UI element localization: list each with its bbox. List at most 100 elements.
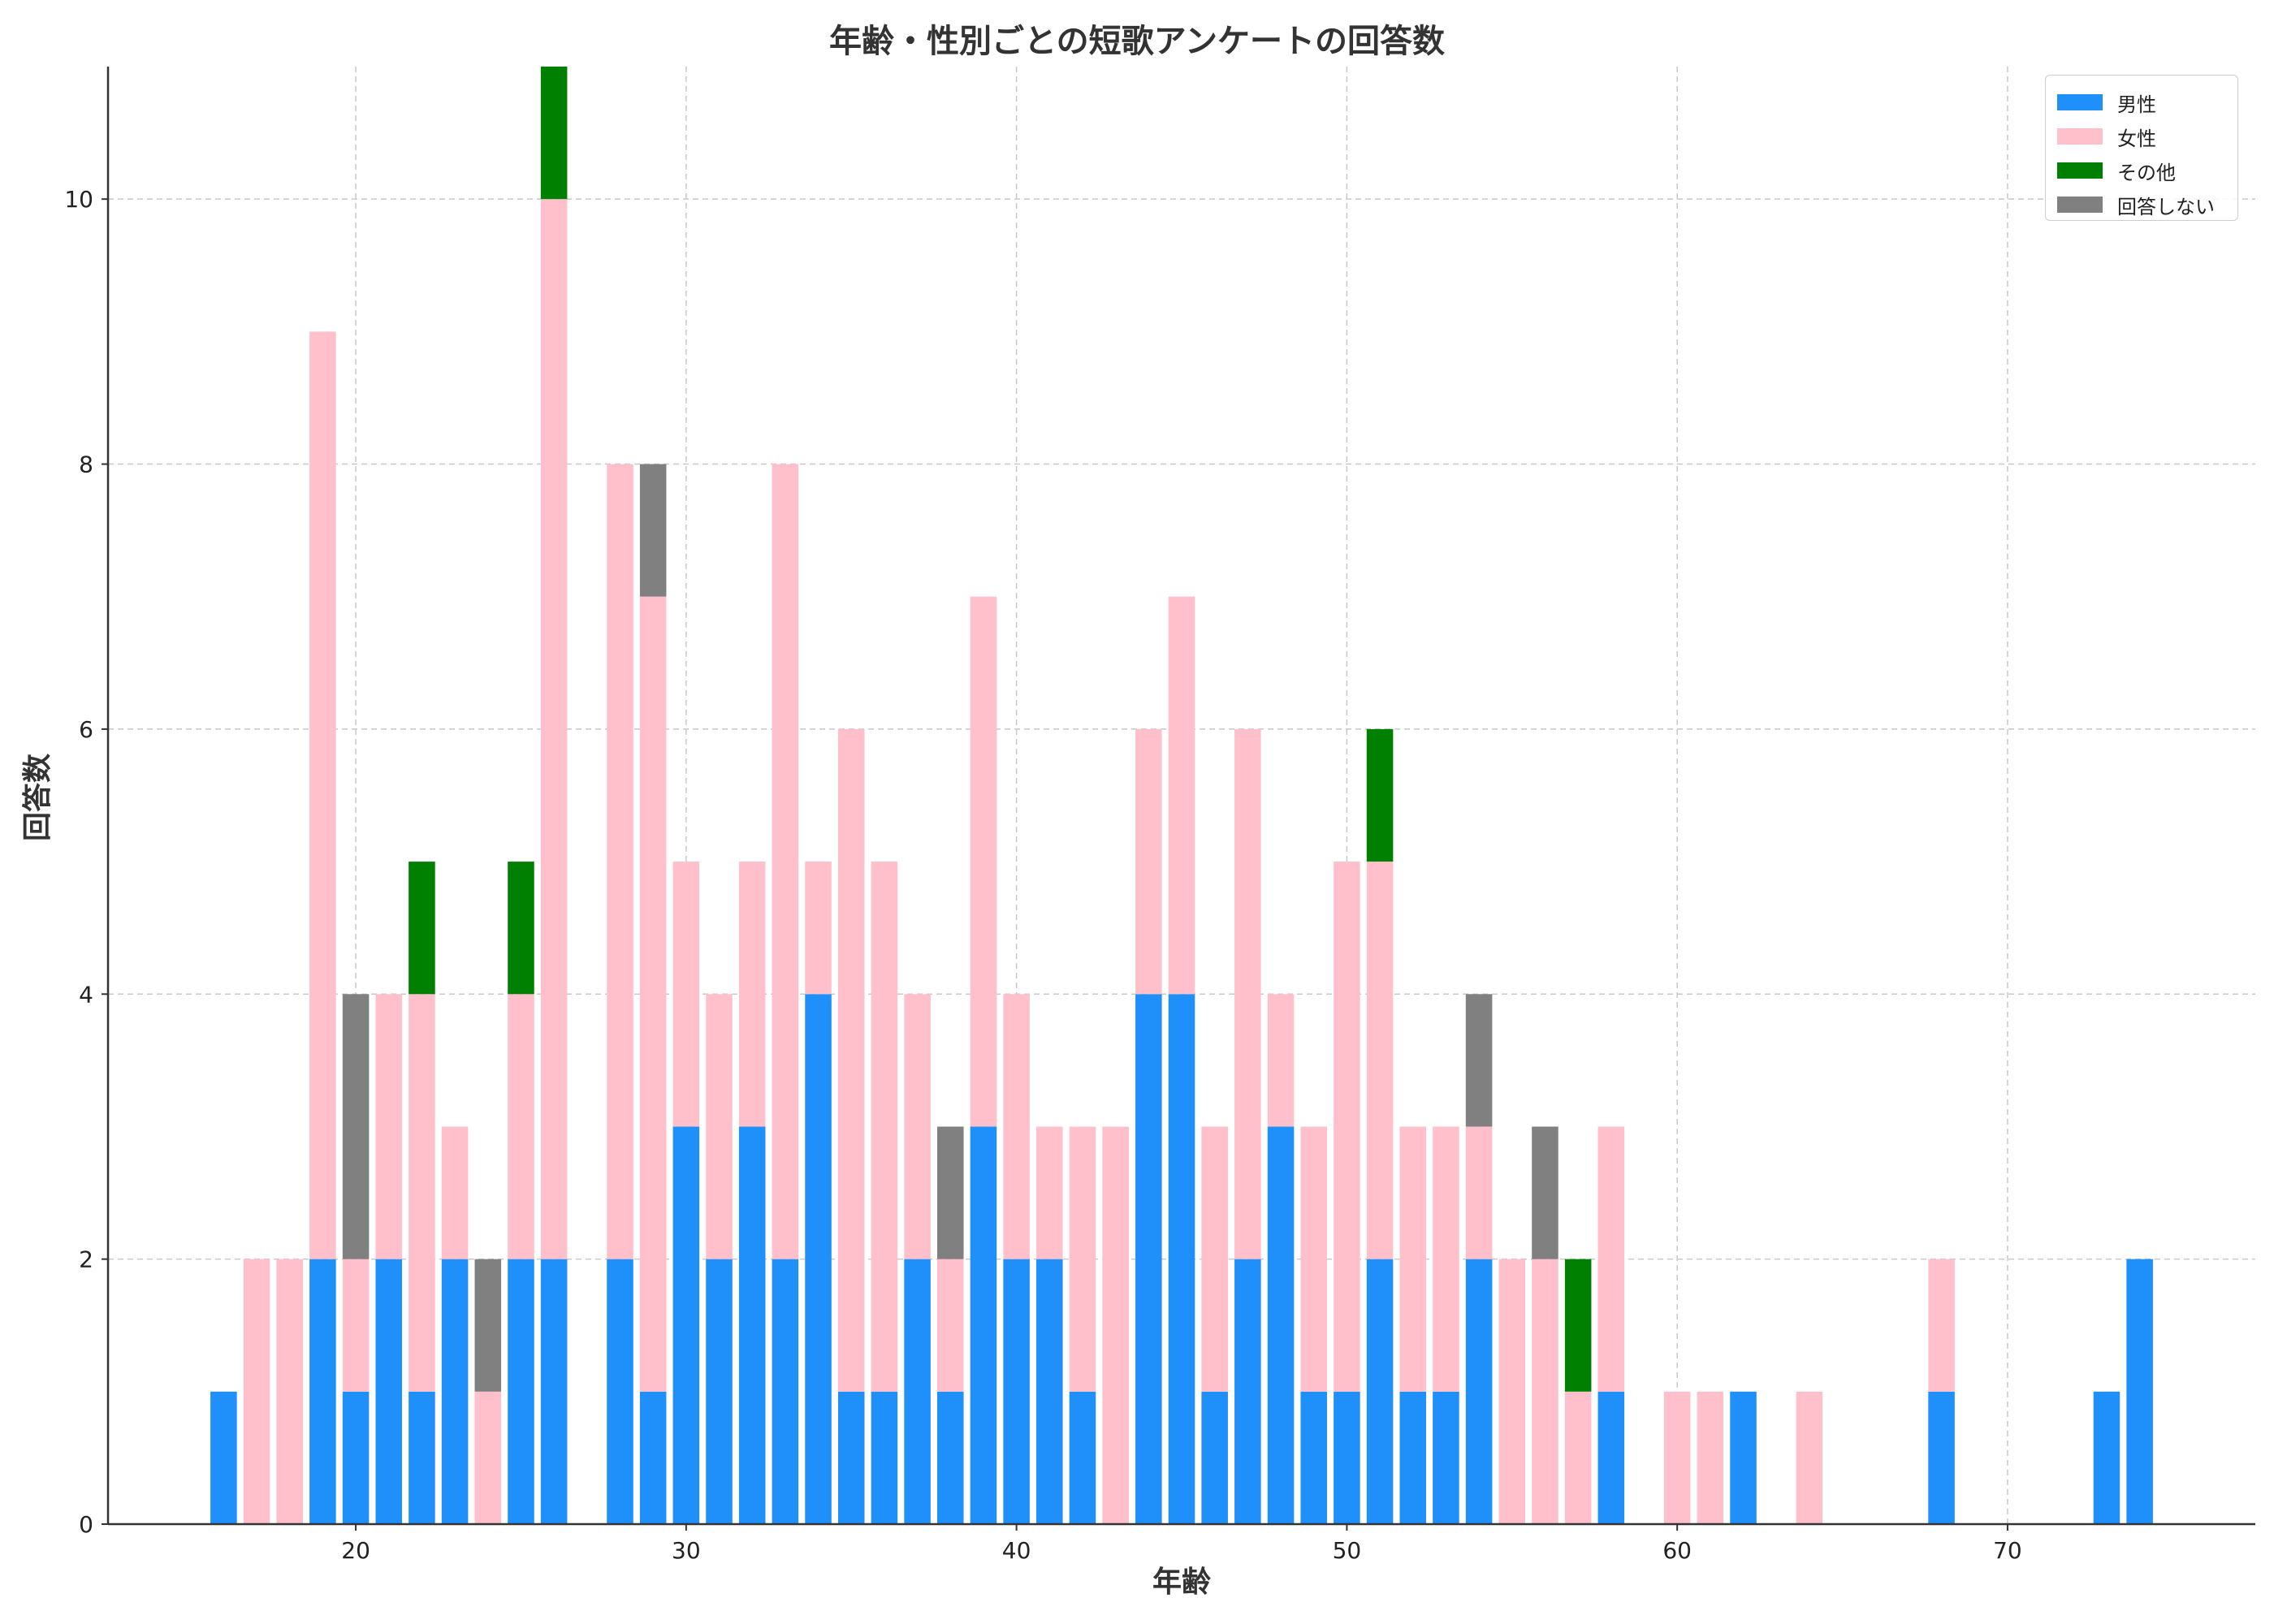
legend-item-other: その他	[2057, 153, 2226, 188]
bar-segment-female-age-50	[1334, 862, 1360, 1392]
bar-segment-female-age-44	[1135, 728, 1162, 995]
x-axis-title: 年齢	[1152, 1566, 1211, 1599]
bar-segment-female-age-52	[1399, 1126, 1427, 1392]
bar-segment-other-age-22	[409, 862, 435, 995]
bar-segment-no-answer-age-38	[936, 1126, 964, 1259]
bar-segment-male-age-34	[805, 994, 832, 1524]
bar-segment-female-age-40	[1003, 994, 1030, 1259]
legend-label: その他	[2117, 161, 2176, 184]
bar-segment-male-age-41	[1036, 1259, 1063, 1524]
bar-segment-other-age-25	[508, 862, 534, 995]
bar-segment-female-age-46	[1201, 1126, 1228, 1392]
y-tick-label: 0	[79, 1511, 93, 1538]
bar-segment-female-age-58	[1597, 1126, 1625, 1392]
x-tick-label: 70	[1993, 1537, 2022, 1564]
bar-segment-no-answer-age-24	[474, 1259, 502, 1392]
bar-segment-female-age-29	[639, 596, 667, 1392]
y-axis-title: 回答数	[21, 754, 54, 841]
bar-segment-female-age-60	[1663, 1391, 1691, 1524]
bar-segment-female-age-47	[1234, 728, 1261, 1259]
legend-item-female: 女性	[2057, 119, 2226, 153]
legend-swatch	[2057, 162, 2103, 179]
legend-swatch	[2057, 128, 2103, 145]
bar-segment-male-age-29	[639, 1391, 667, 1524]
bar-segment-female-age-61	[1697, 1391, 1724, 1524]
bar-segment-female-age-49	[1300, 1126, 1327, 1392]
bar-segment-female-age-42	[1069, 1126, 1096, 1392]
bar-segment-female-age-22	[409, 994, 435, 1392]
bar-segment-male-age-22	[409, 1391, 435, 1524]
legend-swatch	[2057, 197, 2103, 213]
bar-segment-male-age-53	[1433, 1391, 1459, 1524]
bar-segment-male-age-49	[1300, 1391, 1327, 1524]
bar-segment-male-age-73	[2093, 1391, 2121, 1524]
bar-segment-male-age-23	[441, 1259, 469, 1524]
bar-segment-male-age-25	[508, 1259, 534, 1524]
bar-segment-female-age-18	[276, 1259, 303, 1524]
y-tick-label: 6	[79, 716, 93, 743]
bar-segment-male-age-47	[1234, 1259, 1261, 1524]
bar-segment-male-age-51	[1366, 1259, 1394, 1524]
bar-segment-male-age-35	[837, 1391, 865, 1524]
bar-segment-female-age-53	[1433, 1126, 1459, 1392]
bars-layer	[210, 67, 2153, 1524]
chart-title: 年齢・性別ごとの短歌アンケートの回答数	[829, 23, 1445, 60]
bar-segment-male-age-37	[904, 1259, 931, 1524]
bar-segment-female-age-64	[1796, 1391, 1823, 1524]
bar-segment-male-age-46	[1201, 1391, 1228, 1524]
bar-segment-female-age-26	[540, 199, 568, 1259]
x-tick-label: 50	[1333, 1537, 1362, 1564]
bar-segment-male-age-19	[309, 1259, 336, 1524]
bar-segment-male-age-40	[1003, 1259, 1030, 1524]
bar-segment-male-age-42	[1069, 1391, 1096, 1524]
bar-segment-female-age-41	[1036, 1126, 1063, 1259]
bar-segment-female-age-37	[904, 994, 931, 1259]
bar-segment-female-age-45	[1168, 596, 1195, 995]
bar-segment-male-age-26	[540, 1259, 568, 1524]
bar-segment-female-age-36	[871, 862, 898, 1392]
legend-label: 女性	[2117, 127, 2156, 150]
bar-segment-female-age-48	[1267, 994, 1295, 1127]
bar-segment-male-age-74	[2126, 1259, 2153, 1524]
bar-segment-no-answer-age-56	[1532, 1126, 1559, 1259]
bar-segment-female-age-32	[738, 862, 766, 1127]
bar-segment-female-age-55	[1498, 1259, 1526, 1524]
x-tick-label: 20	[341, 1537, 370, 1564]
ticks-layer: 20 30 40 50 60 70 0 2 4 6 8 10	[64, 186, 2021, 1564]
bar-segment-male-age-33	[772, 1259, 799, 1524]
bar-segment-male-age-45	[1168, 994, 1195, 1524]
bar-segment-male-age-28	[607, 1259, 633, 1524]
bar-segment-male-age-36	[871, 1391, 898, 1524]
bar-segment-male-age-21	[375, 1259, 403, 1524]
bar-segment-male-age-62	[1730, 1391, 1757, 1524]
bar-segment-female-age-25	[508, 994, 534, 1259]
y-tick-label: 10	[64, 186, 93, 213]
legend: 男性 女性 その他 回答しない	[2045, 75, 2238, 221]
y-tick-label: 8	[79, 451, 93, 478]
x-tick-label: 40	[1002, 1537, 1031, 1564]
bar-segment-female-age-33	[772, 464, 799, 1259]
bar-segment-other-age-57	[1564, 1259, 1592, 1392]
bar-segment-male-age-20	[342, 1391, 370, 1524]
bar-segment-male-age-38	[936, 1391, 964, 1524]
y-tick-label: 2	[79, 1246, 93, 1273]
x-tick-label: 60	[1662, 1537, 1692, 1564]
legend-swatch	[2057, 94, 2103, 110]
bar-segment-female-age-21	[375, 994, 403, 1259]
bar-segment-other-age-51	[1366, 728, 1394, 862]
bar-segment-female-age-20	[342, 1259, 370, 1392]
bar-segment-female-age-24	[474, 1391, 502, 1524]
bar-segment-male-age-50	[1334, 1391, 1360, 1524]
bar-segment-female-age-19	[309, 331, 336, 1259]
bar-segment-female-age-30	[672, 862, 700, 1127]
bar-segment-female-age-51	[1366, 862, 1394, 1259]
bar-segment-female-age-23	[441, 1126, 469, 1259]
bar-segment-female-age-34	[805, 862, 832, 995]
bar-segment-no-answer-age-29	[639, 464, 667, 597]
bar-segment-male-age-30	[672, 1126, 700, 1524]
bar-segment-male-age-32	[738, 1126, 766, 1524]
bar-segment-male-age-48	[1267, 1126, 1295, 1524]
bar-segment-male-age-54	[1465, 1259, 1493, 1524]
axes-layer	[106, 67, 2255, 1526]
bar-segment-male-age-52	[1399, 1391, 1427, 1524]
